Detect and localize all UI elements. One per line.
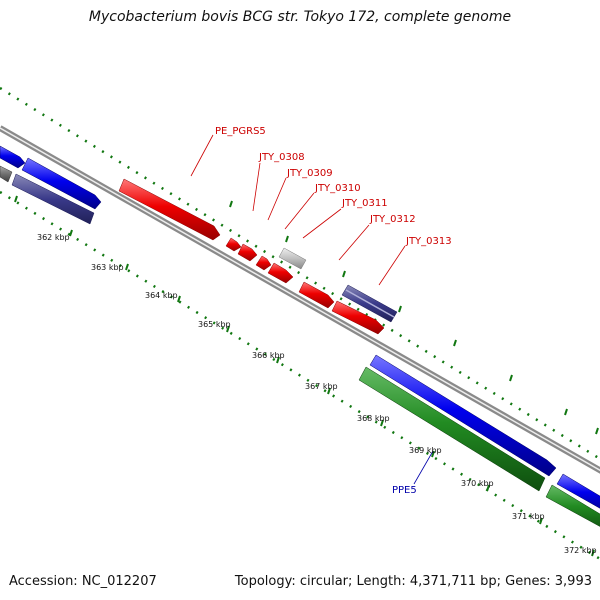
gene-pe-pgrs5[interactable]	[118, 178, 221, 241]
gene-label-jty-0313[interactable]: JTY_0313	[405, 236, 452, 247]
gene-red-fwd-a[interactable]	[298, 281, 335, 309]
outer-major-ticks	[229, 200, 599, 435]
scale-label-370: 370 kbp	[461, 479, 494, 488]
gene-blue-fwd-right[interactable]	[369, 354, 557, 477]
gene-jty-0309[interactable]	[237, 243, 258, 262]
gene-label-jty-0311[interactable]: JTY_0311	[341, 198, 388, 209]
gene-jty-0310[interactable]	[255, 255, 272, 271]
scale-label-362: 362 kbp	[37, 233, 70, 242]
gene-red-fwd-b[interactable]	[331, 300, 385, 335]
scale-label-367: 367 kbp	[305, 382, 338, 391]
gene-label-ppe5[interactable]: PPE5	[392, 485, 417, 496]
outer-dotted-track	[0, 86, 600, 461]
gene-label-jty-0308[interactable]: JTY_0308	[258, 152, 305, 163]
scale-label-368: 368 kbp	[357, 414, 390, 423]
gene-blue-left[interactable]	[21, 157, 102, 210]
gene-label-jty-0312[interactable]: JTY_0312	[369, 214, 416, 225]
gene-jty-0313-stripe	[345, 289, 395, 318]
scale-label-366: 366 kbp	[252, 351, 285, 360]
gene-green-rev-right[interactable]	[545, 484, 600, 532]
accession-label: Accession: NC_012207	[9, 574, 157, 589]
gene-jty-0312[interactable]	[278, 247, 307, 270]
gene-gray-left[interactable]	[0, 165, 13, 183]
gene-jty-0311[interactable]	[267, 262, 294, 284]
gene-label-pe-pgrs5[interactable]: PE_PGRS5	[215, 126, 266, 137]
scale-label-371: 371 kbp	[512, 512, 545, 521]
scale-label-365: 365 kbp	[198, 320, 231, 329]
gene-jty-0308[interactable]	[225, 237, 242, 252]
page-title: Mycobacterium bovis BCG str. Tokyo 172, …	[88, 9, 512, 25]
gene-blue-fwd-left[interactable]	[0, 145, 26, 169]
scale-label-363: 363 kbp	[91, 263, 124, 272]
scale-label-372: 372 kbp	[564, 546, 597, 555]
gene-ppe5[interactable]	[358, 366, 546, 492]
scale-label-364: 364 kbp	[145, 291, 178, 300]
gene-label-jty-0310[interactable]: JTY_0310	[314, 183, 361, 194]
genome-backbone	[0, 125, 600, 474]
genome-summary: Topology: circular; Length: 4,371,711 bp…	[234, 574, 592, 589]
gene-blue-fwd-edge[interactable]	[556, 473, 600, 514]
gene-label-leaders	[190, 134, 406, 286]
gene-navy-left[interactable]	[11, 173, 95, 225]
inner-major-ticks	[14, 195, 595, 557]
ppe5-leader	[413, 450, 434, 485]
gene-label-jty-0309[interactable]: JTY_0309	[286, 168, 333, 179]
scale-label-369: 369 kbp	[409, 446, 442, 455]
